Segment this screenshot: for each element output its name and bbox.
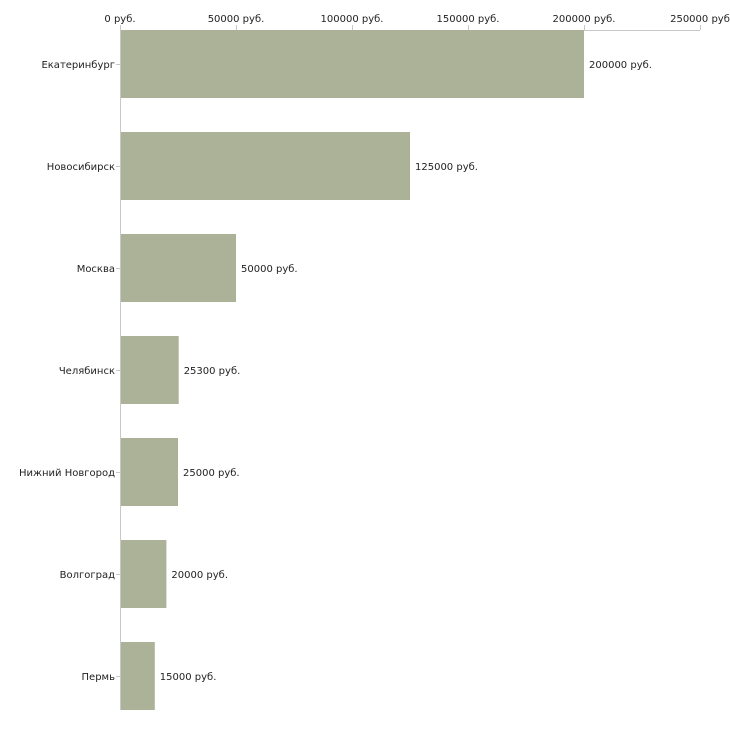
category-label: Пермь xyxy=(82,672,116,683)
category-label: Екатеринбург xyxy=(41,60,115,71)
y-axis: Екатеринбург Новосибирск Москва Челябинск Ни… xyxy=(19,30,121,710)
category-label: Челябинск xyxy=(59,366,115,377)
bar xyxy=(121,132,410,200)
x-axis: 0 руб. 50000 руб. 100000 руб. 150000 руб. 20… xyxy=(104,14,730,31)
x-tick-label: 100000 руб. xyxy=(321,14,384,25)
category-label: Нижний Новгород xyxy=(19,468,115,479)
x-tick-label: 0 руб. xyxy=(104,14,135,25)
value-labels: 200000 руб. 125000 руб. 50000 руб. 25300 ру… xyxy=(160,60,652,683)
category-label: Москва xyxy=(77,264,115,275)
value-label: 125000 руб. xyxy=(415,162,478,173)
x-tick-label: 50000 руб. xyxy=(208,14,265,25)
bar xyxy=(121,336,179,404)
value-label: 50000 руб. xyxy=(241,264,298,275)
bar xyxy=(121,540,167,608)
x-tick-label: 150000 руб. xyxy=(437,14,500,25)
bar xyxy=(121,30,584,98)
value-label: 25000 руб. xyxy=(183,468,240,479)
bars xyxy=(121,30,584,710)
bar xyxy=(121,438,178,506)
value-label: 20000 руб. xyxy=(171,570,228,581)
x-tick-label: 250000 руб xyxy=(670,14,730,25)
category-label: Новосибирск xyxy=(47,162,115,173)
x-tick-label: 200000 руб. xyxy=(553,14,616,25)
bar xyxy=(121,234,236,302)
bar xyxy=(121,642,155,710)
value-label: 15000 руб. xyxy=(160,672,217,683)
value-label: 200000 руб. xyxy=(589,60,652,71)
value-label: 25300 руб. xyxy=(184,366,241,377)
category-label: Волгоград xyxy=(60,570,115,581)
